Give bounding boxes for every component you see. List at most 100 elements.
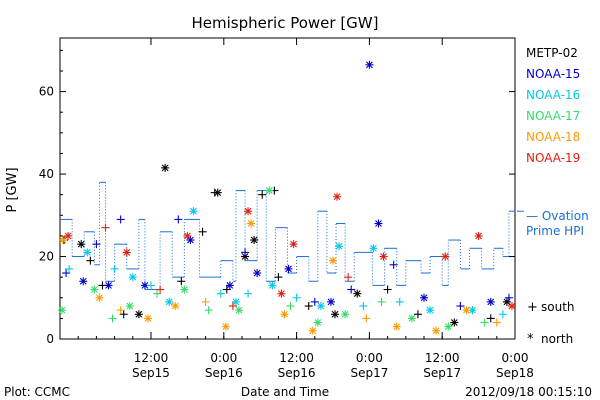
north-data-point: [189, 207, 198, 216]
south-data-point: [177, 277, 186, 286]
north-marker-symbol: *: [527, 332, 534, 347]
north-data-point: [225, 281, 234, 290]
x-tick-label-time: 0:00: [210, 351, 237, 365]
north-data-point: [253, 269, 262, 278]
north-data-point: [247, 219, 256, 228]
ovation-legend-line2: Prime HPI: [526, 224, 584, 238]
south-data-point: [377, 297, 386, 306]
ovation-legend: — Ovation Prime HPI: [526, 209, 589, 238]
north-data-point: [407, 314, 416, 323]
ovation-legend-line1: — Ovation: [526, 209, 589, 223]
south-data-point: [413, 310, 422, 319]
north-data-point: [365, 60, 374, 69]
south-data-point: [292, 293, 301, 302]
north-data-point: [143, 314, 152, 323]
north-data-point: [165, 297, 174, 306]
south-data-point: [222, 285, 231, 294]
x-tick-label-time: 12:00: [134, 351, 169, 365]
north-data-point: [213, 188, 222, 197]
y-tick-label: 60: [39, 85, 54, 99]
legend-entry: NOAA-18: [526, 130, 580, 144]
south-data-point: [116, 306, 125, 315]
x-axis-label: Date and Time: [241, 385, 329, 399]
north-data-point: [59, 236, 68, 245]
south-data-point: [204, 306, 213, 315]
south-data-point: [147, 281, 155, 290]
legend-entry: NOAA-16: [526, 88, 580, 102]
x-tick-label-date: Sep17: [350, 366, 388, 380]
north-data-point: [333, 192, 342, 201]
plot-frame: [59, 37, 516, 340]
north-data-point: [77, 240, 86, 249]
north-data-point: [231, 297, 240, 306]
south-data-point: [156, 285, 165, 294]
chart-title: Hemispheric Power [GW]: [192, 14, 379, 32]
north-data-point: [250, 236, 259, 245]
x-tick-label-date: Sep18: [496, 366, 534, 380]
north-data-point: [341, 310, 350, 319]
south-data-point: [395, 297, 404, 306]
south-data-point: [383, 285, 392, 294]
marker-legend: + south * north: [527, 300, 575, 347]
south-data-point: [498, 310, 507, 319]
north-data-point: [265, 186, 274, 195]
south-data-point: [347, 285, 356, 294]
x-tick-label-date: Sep16: [205, 366, 243, 380]
north-data-point: [379, 252, 388, 261]
south-data-point: [486, 314, 495, 323]
north-data-point: [284, 264, 293, 273]
north-data-point: [329, 256, 337, 265]
north-data-point: [308, 326, 317, 335]
south-data-point: [304, 302, 313, 311]
north-data-point: [507, 302, 516, 311]
north-data-point: [79, 277, 88, 286]
north-data-point: [432, 326, 441, 335]
y-tick-label: 40: [39, 167, 54, 181]
south-data-point: [480, 318, 489, 327]
x-tick-label-date: Sep17: [423, 366, 461, 380]
north-data-point: [316, 302, 325, 311]
north-data-point: [125, 302, 134, 311]
south-data-point: [504, 293, 513, 302]
x-axis: 12:00Sep150:00Sep1612:00Sep160:00Sep1712…: [77, 38, 534, 380]
north-data-point: [186, 236, 195, 245]
north-data-point: [161, 163, 170, 172]
south-data-point: [92, 240, 101, 249]
south-data-point: [258, 190, 267, 199]
south-data-point: [86, 256, 95, 265]
north-data-point: [128, 273, 137, 282]
south-data-point: [362, 314, 371, 323]
north-data-point: [95, 293, 104, 302]
south-data-point: [344, 273, 353, 282]
legend-entry: NOAA-19: [526, 151, 580, 165]
y-tick-label: 0: [46, 332, 54, 346]
y-axis-label: P [GW]: [5, 167, 20, 212]
south-data-point: [456, 302, 465, 311]
north-data-point: [277, 289, 286, 298]
south-data-point: [65, 264, 74, 273]
north-data-point: [313, 318, 322, 327]
south-data-point: [110, 264, 119, 273]
south-data-point: [359, 302, 368, 311]
ovation-series: [60, 181, 524, 291]
north-data-point: [122, 248, 131, 257]
south-data-point: [116, 215, 125, 224]
legend-entry: NOAA-17: [526, 109, 580, 123]
north-data-point: [134, 310, 143, 319]
legend-entry: NOAA-15: [526, 67, 580, 81]
south-data-point: [389, 260, 398, 269]
north-data-point: [462, 306, 471, 315]
south-data-point: [153, 289, 162, 298]
north-data-point: [450, 318, 459, 327]
north-data-point: [392, 322, 401, 331]
data-points: [58, 60, 516, 335]
north-data-point: [83, 248, 92, 257]
north-data-point: [221, 322, 230, 331]
north-data-point: [441, 252, 450, 261]
x-tick-label-date: Sep15: [132, 366, 170, 380]
north-data-point: [171, 302, 180, 311]
x-tick-label-time: 12:00: [425, 351, 460, 365]
y-tick-label: 20: [39, 250, 54, 264]
north-data-point: [353, 289, 362, 298]
